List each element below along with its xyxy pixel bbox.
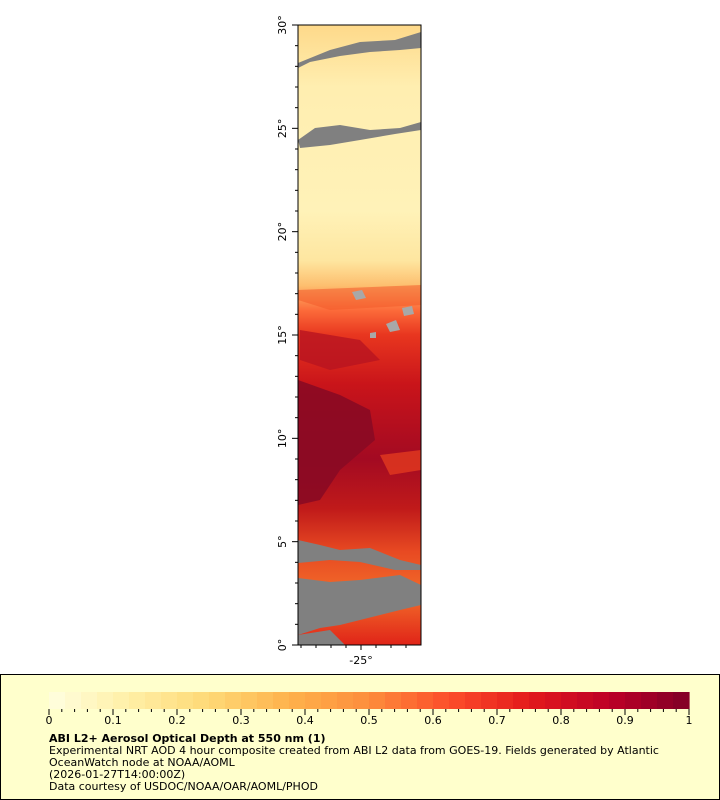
colorbar-swatch: [593, 692, 610, 709]
colorbar-tick-label: 0.9: [616, 714, 634, 727]
colorbar-tick-label: 0.5: [360, 714, 378, 727]
colorbar-swatches: [49, 692, 690, 709]
colorbar-tick-label: 0.3: [232, 714, 250, 727]
colorbar-swatch: [657, 692, 674, 709]
colorbar-swatch: [225, 692, 242, 709]
colorbar-tick-label: 0.1: [104, 714, 122, 727]
lon-tick-label: -25°: [349, 654, 372, 667]
colorbar-swatch: [97, 692, 114, 709]
colorbar-swatch: [529, 692, 546, 709]
lat-tick-label: 25°: [276, 119, 289, 139]
lat-tick-label: 30°: [276, 15, 289, 35]
colorbar-swatch: [561, 692, 578, 709]
colorbar-swatch: [49, 692, 66, 709]
legend-description: Experimental NRT AOD 4 hour composite cr…: [49, 744, 659, 757]
colorbar-swatch: [65, 692, 82, 709]
legend-panel: 0 0.1 0.2 0.3 0.4 0.5 0.6 0.7 0.8 0.9 1 ABI L2+ Ae…: [0, 674, 720, 800]
missing-data-regions: [298, 32, 421, 645]
colorbar-swatch: [177, 692, 194, 709]
colorbar-swatch: [305, 692, 322, 709]
colorbar-swatch: [337, 692, 354, 709]
colorbar-swatch: [321, 692, 338, 709]
colorbar-tick-label: 0.2: [168, 714, 186, 727]
lat-tick-label: 0°: [276, 639, 289, 652]
colorbar-tick-label: 1: [686, 714, 693, 727]
legend-timestamp: (2026-01-27T14:00:00Z): [49, 768, 186, 781]
colorbar-swatch: [625, 692, 642, 709]
colorbar-swatch: [129, 692, 146, 709]
dust-plume-core: [298, 285, 421, 505]
colorbar-swatch: [609, 692, 626, 709]
legend-title: ABI L2+ Aerosol Optical Depth at 550 nm …: [49, 732, 326, 745]
colorbar-tick-label: 0.4: [296, 714, 314, 727]
colorbar-tick-label: 0: [46, 714, 53, 727]
colorbar-ticks: 0 0.1 0.2 0.3 0.4 0.5 0.6 0.7 0.8 0.9 1: [46, 709, 693, 727]
colorbar-swatch: [369, 692, 386, 709]
colorbar-swatch: [273, 692, 290, 709]
colorbar-swatch: [465, 692, 482, 709]
colorbar-swatch: [497, 692, 514, 709]
lat-tick-label: 15°: [276, 325, 289, 345]
colorbar-swatch: [577, 692, 594, 709]
colorbar-swatch: [289, 692, 306, 709]
colorbar-tick-label: 0.7: [488, 714, 506, 727]
colorbar-swatch: [641, 692, 658, 709]
legend-credit: Data courtesy of USDOC/NOAA/OAR/AOML/PHO…: [49, 780, 318, 793]
colorbar-swatch: [257, 692, 274, 709]
colorbar-swatch: [209, 692, 226, 709]
colorbar-swatch: [161, 692, 178, 709]
map-figure: 30° 25° 20° 15° 10° 5° 0° -25°: [276, 15, 422, 667]
colorbar-swatch: [513, 692, 530, 709]
colorbar-swatch: [433, 692, 450, 709]
colorbar: 0 0.1 0.2 0.3 0.4 0.5 0.6 0.7 0.8 0.9 1: [46, 692, 693, 727]
colorbar-swatch: [401, 692, 418, 709]
aod-map-panel: 30° 25° 20° 15° 10° 5° 0° -25°: [276, 15, 422, 667]
lat-tick-label: 5°: [276, 535, 289, 548]
colorbar-tick-label: 0.6: [424, 714, 442, 727]
colorbar-swatch: [241, 692, 258, 709]
legend-description-continued: OceanWatch node at NOAA/AOML: [49, 756, 235, 769]
longitude-axis: -25°: [300, 645, 407, 667]
colorbar-swatch: [449, 692, 466, 709]
colorbar-swatch: [145, 692, 162, 709]
colorbar-swatch: [113, 692, 130, 709]
lat-tick-label: 10°: [276, 429, 289, 449]
colorbar-swatch: [353, 692, 370, 709]
latitude-axis: 30° 25° 20° 15° 10° 5° 0°: [276, 15, 298, 651]
colorbar-swatch: [385, 692, 402, 709]
colorbar-swatch: [417, 692, 434, 709]
colorbar-swatch: [81, 692, 98, 709]
colorbar-swatch: [193, 692, 210, 709]
colorbar-swatch: [481, 692, 498, 709]
colorbar-swatch: [673, 692, 690, 709]
colorbar-tick-label: 0.8: [552, 714, 570, 727]
colorbar-swatch: [545, 692, 562, 709]
lat-tick-label: 20°: [276, 222, 289, 242]
